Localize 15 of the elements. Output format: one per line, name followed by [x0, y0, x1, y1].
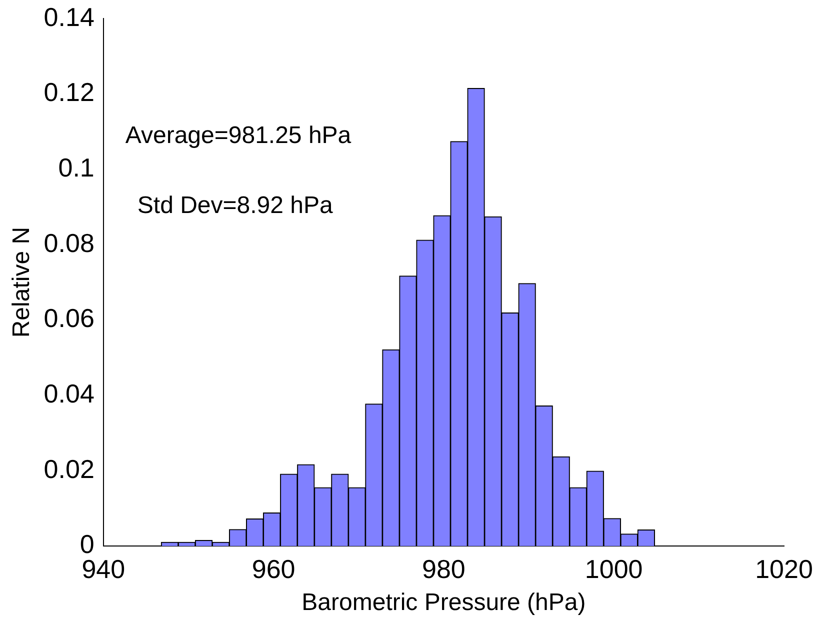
y-tick-label: 0.14: [44, 2, 94, 32]
x-tick-label: 1000: [584, 554, 643, 584]
x-tick-label: 1020: [755, 554, 813, 584]
y-tick-label: 0.04: [44, 378, 94, 408]
annotation: Average=981.25 hPa: [125, 122, 352, 150]
y-tick-label: 0.02: [44, 454, 94, 484]
y-tick-label: 0.06: [44, 303, 94, 334]
y-tick-label: 0.08: [44, 228, 94, 258]
x-tick-label: 980: [422, 554, 466, 584]
x-axis-title: Barometric Pressure (hPa): [302, 589, 586, 616]
y-tick-label: 0.12: [44, 77, 94, 108]
x-tick-label: 960: [252, 554, 296, 584]
y-tick-label: 0.1: [58, 152, 94, 182]
y-axis-title: Relative N: [8, 226, 36, 338]
annotation: Std Dev=8.92 hPa: [137, 192, 334, 220]
